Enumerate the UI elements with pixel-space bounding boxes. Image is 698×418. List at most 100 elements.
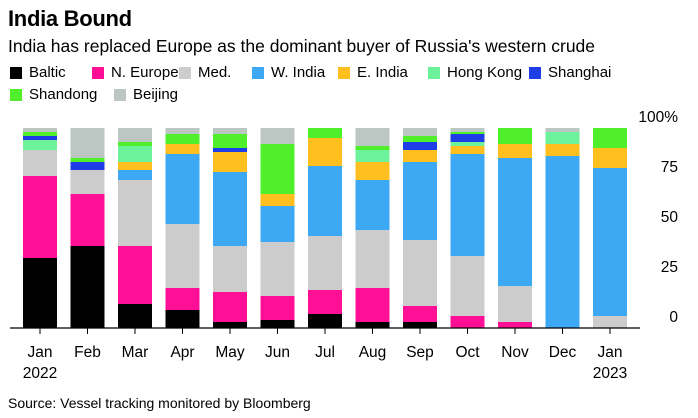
bar-segment-e-india	[545, 144, 580, 156]
bar-segment-shandong	[450, 132, 485, 134]
bar-segment-n-europe	[260, 296, 295, 320]
bar-segment-e-india	[498, 144, 532, 158]
legend-item-baltic: Baltic	[10, 64, 66, 81]
legend-label: Hong Kong	[447, 64, 523, 81]
bar-segment-e-india	[593, 148, 627, 168]
bar-segment-e-india	[213, 152, 247, 172]
bar-segment-w-india	[450, 154, 485, 256]
legend-swatch	[10, 66, 22, 79]
legend-swatch	[10, 88, 22, 101]
legend-label: N. Europe	[111, 64, 179, 81]
legend-label: W. India	[271, 64, 326, 81]
legend-item-hong-kong: Hong Kong	[428, 64, 522, 81]
y-tick-label: 0	[669, 309, 678, 326]
bar-segment-e-india	[118, 162, 152, 170]
x-tick-year-label: 2023	[593, 365, 627, 382]
x-tick-label: Jul	[315, 344, 335, 361]
bar-segment-shandong	[355, 146, 390, 150]
bar-segment-beijing	[118, 128, 152, 142]
bar-segment-w-india	[545, 156, 580, 328]
bar-segment-w-india	[118, 170, 152, 180]
x-tick-label: Jan	[598, 344, 623, 361]
bar-segment-n-europe	[213, 292, 247, 322]
bar-segment-beijing	[70, 128, 105, 158]
bar-segment-n-europe	[308, 290, 342, 314]
y-tick-label: 100%	[638, 109, 678, 126]
bar-segment-med	[593, 316, 627, 328]
bar-segment-beijing	[213, 128, 247, 134]
legend-swatch	[338, 66, 350, 79]
bar-segment-shandong	[23, 132, 57, 136]
bar-segment-med	[213, 246, 247, 292]
bar-segment-shandong	[213, 134, 247, 148]
bar-segment-baltic	[260, 320, 295, 328]
bar-segment-hong-kong	[118, 146, 152, 162]
x-tick-label: Oct	[455, 344, 480, 361]
legend-label: Baltic	[29, 64, 66, 81]
bar-segment-baltic	[308, 314, 342, 328]
bar-segment-n-europe	[355, 288, 390, 322]
legend-item-med: Med.	[179, 64, 231, 81]
legend-swatch	[529, 66, 541, 79]
bar-segment-med	[450, 256, 485, 316]
x-tick-label: Mar	[122, 344, 149, 361]
bar-segment-e-india	[450, 146, 485, 154]
legend-swatch	[179, 66, 191, 79]
bar-segment-baltic	[355, 322, 390, 328]
y-tick-label: 75	[661, 159, 678, 176]
bar-segment-shanghai	[450, 134, 485, 142]
legend-swatch	[252, 66, 264, 79]
bar-segment-med	[23, 150, 57, 176]
x-tick-label: May	[215, 344, 245, 361]
bar-segment-e-india	[308, 138, 342, 166]
bar-segment-beijing	[23, 128, 57, 132]
bar-segment-med	[498, 286, 532, 322]
bar-segment-shanghai	[403, 142, 437, 150]
legend-swatch	[114, 88, 126, 101]
bar-segment-shandong	[70, 158, 105, 162]
bar-segment-beijing	[403, 128, 437, 136]
bar-segment-baltic	[403, 322, 437, 328]
bar-segment-shandong	[308, 128, 342, 138]
bar-segment-e-india	[355, 162, 390, 180]
bar-segment-w-india	[498, 158, 532, 286]
legend-swatch	[428, 66, 440, 79]
bar-segment-n-europe	[23, 176, 57, 258]
chart-title: India Bound	[8, 6, 132, 31]
legend-item-beijing: Beijing	[114, 86, 178, 103]
bar-segment-baltic	[213, 322, 247, 328]
bar-segment-med	[403, 240, 437, 306]
bar-segment-beijing	[165, 128, 200, 134]
bar-segment-shanghai	[23, 136, 57, 140]
bar-segment-shandong	[260, 144, 295, 194]
bar-segment-shanghai	[70, 162, 105, 170]
y-tick-label: 25	[661, 259, 678, 276]
bar-segment-beijing	[545, 128, 580, 132]
legend-label: Beijing	[133, 86, 179, 103]
x-tick-label: Nov	[501, 344, 529, 361]
x-tick-label: Jan	[28, 344, 53, 361]
bar-segment-med	[165, 224, 200, 288]
legend-label: Shandong	[29, 86, 98, 103]
bar-segment-shandong	[118, 142, 152, 146]
bar-segment-w-india	[308, 166, 342, 236]
legend-swatch	[92, 66, 104, 79]
bar-segment-baltic	[118, 304, 152, 328]
legend-label: Med.	[198, 64, 232, 81]
bar-segment-baltic	[70, 246, 105, 328]
legend-item-w-india: W. India	[252, 64, 325, 81]
chart-subtitle: India has replaced Europe as the dominan…	[8, 36, 596, 56]
legend-item-shandong: Shandong	[10, 86, 97, 103]
bar-segment-baltic	[23, 258, 57, 328]
bar-segment-n-europe	[118, 246, 152, 304]
x-tick-label: Aug	[359, 344, 387, 361]
bar-segment-e-india	[260, 194, 295, 206]
bar-segment-med	[355, 230, 390, 288]
bar-segment-w-india	[260, 206, 295, 242]
x-tick-label: Apr	[170, 344, 194, 361]
bar-segment-beijing	[450, 128, 485, 132]
bar-segment-n-europe	[70, 194, 105, 246]
bar-segment-n-europe	[450, 316, 485, 328]
